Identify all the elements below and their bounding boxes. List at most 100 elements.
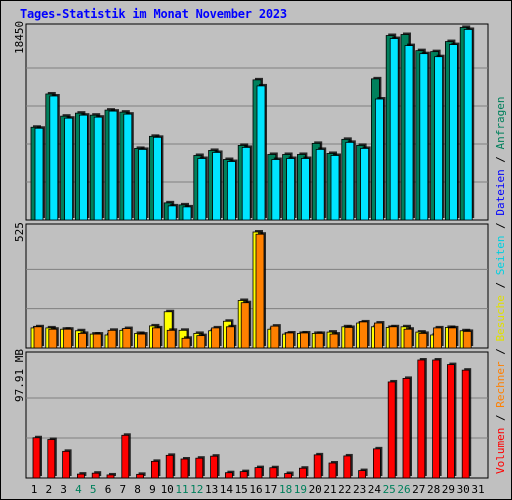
day-tick-label: 24 <box>368 483 382 496</box>
volumen-bar <box>195 457 204 479</box>
day-tick-label: 2 <box>45 483 52 496</box>
seiten-bar <box>419 53 429 221</box>
volumen-bar <box>91 472 100 479</box>
volumen-bar-shadow <box>109 472 116 476</box>
day-tick-label: 10 <box>161 483 174 496</box>
volumen-bar <box>284 473 293 479</box>
volumen-bar <box>313 454 322 479</box>
volumen-bar <box>62 450 70 479</box>
seiten-bar <box>93 116 103 221</box>
day-tick-label: 4 <box>75 483 82 496</box>
legend-item-anfragen: Anfragen <box>494 96 507 150</box>
seiten-bar <box>286 158 296 221</box>
seiten-bar <box>64 117 73 221</box>
seiten-bar <box>389 38 399 221</box>
volumen-bar <box>47 439 56 479</box>
volumen-bar <box>343 455 352 479</box>
rechner-bar <box>447 327 457 349</box>
day-tick-label: 18 <box>279 483 292 496</box>
rechner-bar <box>151 327 161 349</box>
volumen-bar <box>387 381 396 479</box>
volumen-bar <box>328 462 337 479</box>
chart-title: Tages-Statistik im Monat November 2023 <box>20 7 287 21</box>
rechner-bar <box>181 337 191 349</box>
legend-item-seiten: Seiten <box>494 235 507 276</box>
rechner-bar <box>388 326 398 349</box>
day-tick-label: 16 <box>249 483 262 496</box>
day-tick-label: 21 <box>323 483 336 496</box>
seiten-bar <box>226 161 236 221</box>
volumen-bar <box>165 454 174 479</box>
day-tick-label: 9 <box>149 483 156 496</box>
rechner-bar <box>255 233 265 349</box>
legend-separator: / <box>494 215 507 236</box>
seiten-bar <box>152 136 162 221</box>
seiten-bar <box>271 159 281 221</box>
legend-item-besuche: Besuche <box>494 295 507 342</box>
bottom-panel-max-label: 97.91 MB <box>13 349 26 402</box>
rechner-bar <box>211 327 221 349</box>
volumen-bar <box>432 359 441 479</box>
rechner-bar <box>166 329 176 349</box>
rechner-bar <box>196 335 206 349</box>
day-tick-label: 13 <box>205 483 218 496</box>
volumen-bar <box>298 467 307 479</box>
seiten-bar <box>330 155 340 221</box>
seiten-bar <box>108 110 118 221</box>
volumen-bar <box>32 437 41 479</box>
rechner-bar <box>285 332 295 349</box>
day-tick-label: 26 <box>397 483 410 496</box>
seiten-bar <box>182 206 192 221</box>
rechner-bar <box>48 328 58 349</box>
seiten-bar <box>79 114 88 221</box>
volumen-bar <box>417 359 426 479</box>
middle-panel-max-label: 525 <box>13 222 26 242</box>
day-tick-label: 6 <box>105 483 112 496</box>
legend-item-dateien: Dateien <box>494 169 507 216</box>
day-tick-label: 17 <box>264 483 277 496</box>
day-tick-label: 22 <box>338 483 351 496</box>
rechner-bar <box>225 326 235 349</box>
rechner-bar <box>314 333 324 349</box>
legend-separator: / <box>494 149 507 170</box>
legend-separator: / <box>494 275 507 296</box>
rechner-bar <box>299 332 309 349</box>
volumen-bar <box>372 448 381 479</box>
day-tick-label: 31 <box>471 483 484 496</box>
day-tick-label: 11 <box>175 483 188 496</box>
legend-separator: / <box>494 407 507 428</box>
legend-separator: / <box>494 341 507 362</box>
seiten-bar <box>49 95 59 221</box>
rechner-bar <box>63 328 72 349</box>
seiten-bar <box>167 205 177 221</box>
volumen-bar <box>106 474 115 479</box>
day-tick-label: 28 <box>427 483 440 496</box>
day-tick-label: 12 <box>190 483 203 496</box>
legend-item-volumen: Volumen <box>494 427 507 474</box>
volumen-bar <box>136 473 145 479</box>
volumen-bar <box>150 460 159 479</box>
top-panel-max-label: 18450 <box>13 20 26 54</box>
volumen-bar <box>269 467 278 479</box>
volumen-bar <box>461 369 470 479</box>
day-tick-label: 20 <box>309 483 322 496</box>
rechner-bar <box>344 327 354 349</box>
day-tick-label: 5 <box>90 483 97 496</box>
rechner-bar <box>373 322 383 349</box>
volumen-bar <box>77 473 85 479</box>
rechner-bar <box>462 331 472 349</box>
seiten-bar <box>345 141 355 221</box>
seiten-bar <box>374 98 384 221</box>
day-tick-label: 14 <box>220 483 234 496</box>
day-tick-label: 3 <box>60 483 67 496</box>
day-tick-label: 7 <box>119 483 126 496</box>
rechner-bar <box>270 325 280 349</box>
seiten-bar <box>241 147 251 221</box>
seiten-bar <box>300 158 310 221</box>
seiten-bar <box>315 149 325 221</box>
seiten-bar <box>448 44 458 221</box>
volumen-bar <box>239 471 248 479</box>
day-tick-label: 1 <box>31 483 38 496</box>
day-tick-label: 19 <box>294 483 307 496</box>
